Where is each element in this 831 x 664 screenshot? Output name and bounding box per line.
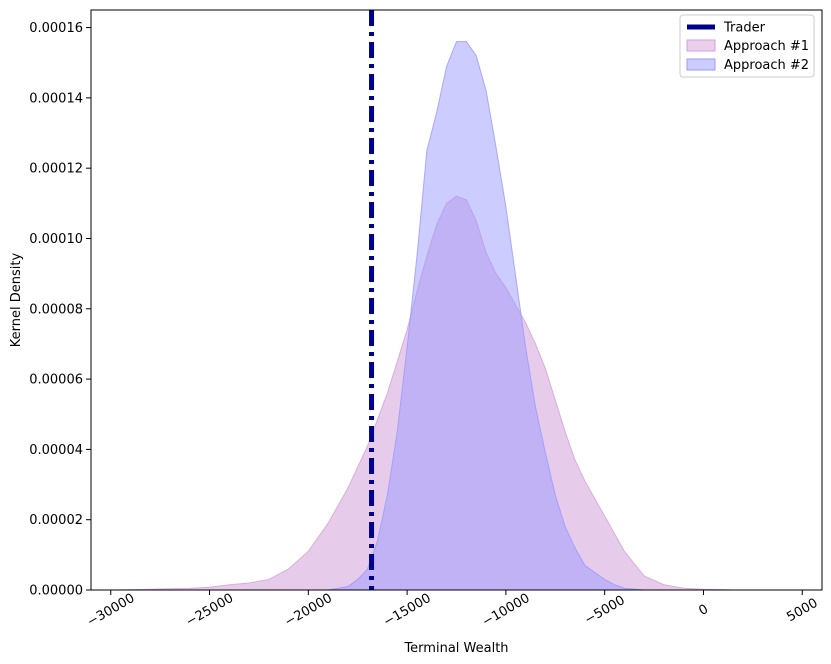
y-tick-label: 0.00016 [29,21,83,36]
y-axis: 0.00000 0.00002 0.00004 0.00006 0.00008 0.000… [29,21,91,599]
y-tick-label: 0.00014 [29,91,83,106]
legend-series-swatch-2 [686,58,716,71]
series-area-2 [327,41,645,591]
legend-series-label-1: Approach #1 [724,39,809,54]
x-tick-label: 0 [696,602,711,619]
series-layer [110,41,734,591]
x-tick-label: −25000 [183,591,236,630]
y-tick-label: 0.00006 [29,373,83,388]
plot-frame [90,9,823,591]
x-axis: −30000 −25000 −20000 −15000 −10000 −5000 0 5000 [85,590,821,630]
y-tick-label: 0.00000 [29,584,83,599]
y-tick-label: 0.00010 [29,232,83,247]
x-tick-label: −20000 [282,591,335,630]
x-tick-label: −30000 [85,591,138,630]
y-tick-label: 0.00002 [29,513,83,528]
x-tick-label: −15000 [381,591,434,630]
legend: Trader Approach #1 Approach #2 [679,14,815,78]
x-tick-label: 5000 [784,596,820,626]
x-axis-label: Terminal Wealth [403,641,508,656]
y-tick-label: 0.00004 [29,443,83,458]
legend-series-swatch-1 [686,39,716,52]
x-tick-label: −5000 [582,593,628,628]
x-tick-label: −10000 [480,591,533,630]
y-axis-label: Kernel Density [9,253,24,348]
y-tick-label: 0.00012 [29,162,83,177]
legend-trader-label: Trader [723,21,766,36]
legend-series-label-2: Approach #2 [724,58,809,73]
y-tick-label: 0.00008 [29,302,83,317]
